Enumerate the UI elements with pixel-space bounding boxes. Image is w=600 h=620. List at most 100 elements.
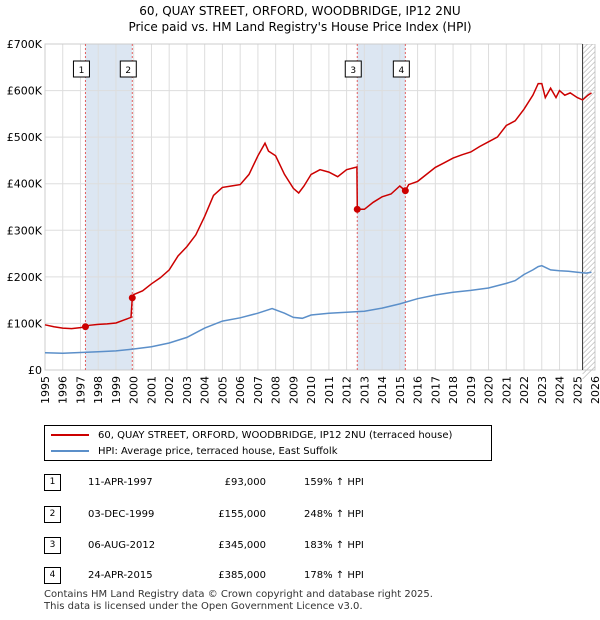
x-tick-label: 2004 bbox=[199, 376, 212, 404]
x-tick-label: 2025 bbox=[571, 376, 584, 404]
y-axis-ticks: £0 £100K £200K £300K £400K £500K £600K £700K bbox=[7, 38, 43, 377]
legend-label-hpi: HPI: Average price, terraced house, East… bbox=[98, 446, 338, 457]
forecast-hatch-line bbox=[582, 191, 596, 205]
sale-marker-box bbox=[72, 60, 90, 78]
x-tick-label: 2013 bbox=[358, 376, 371, 404]
forecast-hatch-line bbox=[582, 341, 596, 355]
x-tick-label: 1999 bbox=[110, 376, 123, 404]
x-tick-label: 2019 bbox=[465, 376, 478, 404]
forecast-hatch-line bbox=[582, 316, 596, 330]
y-tick-label: £200K bbox=[7, 271, 43, 284]
forecast-hatch-line bbox=[582, 306, 596, 320]
x-tick-label: 2012 bbox=[341, 376, 354, 404]
legend-swatch-hpi bbox=[51, 450, 89, 452]
forecast-hatch-line bbox=[582, 211, 596, 225]
x-axis-ticks: 1995 1996 1997 1998 1999 2000 2001 2002 2003 2004… bbox=[39, 376, 600, 404]
forecast-hatch-line bbox=[582, 311, 596, 325]
forecast-hatch-line bbox=[582, 186, 596, 200]
forecast-hatch-line bbox=[582, 256, 596, 270]
x-tick-label: 2021 bbox=[500, 376, 513, 404]
sale-marker-box bbox=[344, 60, 362, 78]
sale-hpi-change: 178% ↑ HPI bbox=[304, 570, 364, 581]
forecast-hatch-line bbox=[582, 76, 596, 90]
sale-row: 1 11-APR-1997 £93,000 159% ↑ HPI bbox=[44, 474, 464, 491]
x-tick-label: 2022 bbox=[518, 376, 531, 404]
x-tick-label: 2018 bbox=[447, 376, 460, 404]
x-tick-label: 2000 bbox=[128, 376, 141, 404]
forecast-hatch-line bbox=[582, 221, 596, 235]
sale-marker-label: 2 bbox=[125, 66, 131, 76]
forecast-hatch-line bbox=[582, 151, 596, 165]
forecast-hatch-line bbox=[582, 61, 596, 75]
forecast-hatch-line bbox=[582, 296, 596, 310]
sale-period-band bbox=[357, 44, 406, 370]
forecast-hatch-line bbox=[582, 166, 596, 180]
legend-swatch-property bbox=[51, 434, 89, 436]
forecast-hatch-line bbox=[582, 181, 596, 195]
forecast-hatch-line bbox=[582, 326, 596, 340]
y-tick-label: £400K bbox=[7, 178, 43, 191]
legend-label-property: 60, QUAY STREET, ORFORD, WOODBRIDGE, IP1… bbox=[98, 430, 453, 441]
forecast-hatch-line bbox=[582, 251, 596, 265]
x-tick-label: 1995 bbox=[39, 376, 52, 404]
forecast-hatch-line bbox=[582, 136, 596, 150]
x-tick-label: 2003 bbox=[181, 376, 194, 404]
x-tick-label: 2001 bbox=[145, 376, 158, 404]
forecast-hatch-line bbox=[582, 51, 596, 65]
forecast-hatch-line bbox=[582, 66, 596, 80]
sale-hpi-change: 159% ↑ HPI bbox=[304, 477, 364, 488]
forecast-hatch-line bbox=[582, 111, 596, 125]
x-tick-label: 2020 bbox=[483, 376, 496, 404]
forecast-hatch-line bbox=[582, 121, 596, 135]
sale-marker-badge: 2 bbox=[44, 506, 61, 523]
forecast-hatch-line bbox=[582, 176, 596, 190]
sale-hpi-change: 248% ↑ HPI bbox=[304, 509, 364, 520]
forecast-hatch-line bbox=[582, 336, 596, 350]
x-tick-label: 2023 bbox=[536, 376, 549, 404]
forecast-hatch-line bbox=[582, 146, 596, 160]
y-tick-label: £700K bbox=[7, 38, 43, 51]
x-tick-label: 2024 bbox=[554, 376, 567, 404]
x-tick-label: 2002 bbox=[163, 376, 176, 404]
sale-price: £93,000 bbox=[224, 477, 266, 488]
sale-marker-label: 4 bbox=[398, 66, 404, 76]
legend: 60, QUAY STREET, ORFORD, WOODBRIDGE, IP1… bbox=[44, 425, 492, 461]
sale-point bbox=[128, 294, 136, 302]
y-tick-label: £100K bbox=[7, 317, 43, 330]
sale-point bbox=[81, 323, 89, 331]
forecast-hatch-line bbox=[582, 86, 596, 100]
forecast-hatch-line bbox=[582, 126, 596, 140]
forecast-hatch-line bbox=[582, 56, 596, 70]
x-tick-label: 2011 bbox=[323, 376, 336, 404]
x-tick-label: 1997 bbox=[74, 376, 87, 404]
x-tick-label: 2014 bbox=[376, 376, 389, 404]
forecast-hatch-line bbox=[582, 321, 596, 335]
forecast-hatch-line bbox=[582, 291, 596, 305]
legend-item-hpi: HPI: Average price, terraced house, East… bbox=[51, 444, 338, 460]
forecast-hatch-line bbox=[582, 366, 596, 380]
sale-point bbox=[353, 205, 361, 213]
sale-highlight-bands bbox=[85, 44, 406, 370]
forecast-hatch-mask bbox=[582, 0, 600, 44]
sale-date: 06-AUG-2012 bbox=[88, 540, 156, 551]
forecast-hatch-line bbox=[582, 331, 596, 345]
chart-title-block: 60, QUAY STREET, ORFORD, WOODBRIDGE, IP1… bbox=[0, 3, 600, 35]
forecast-hatch-line bbox=[582, 216, 596, 230]
forecast-hatch-line bbox=[582, 351, 596, 365]
sale-marker-badge: 4 bbox=[44, 567, 61, 584]
sale-price: £345,000 bbox=[218, 540, 266, 551]
forecast-hatch-line bbox=[582, 46, 596, 60]
x-tick-label: 2026 bbox=[589, 376, 600, 404]
forecast-hatch-line bbox=[582, 101, 596, 115]
sale-row: 4 24-APR-2015 £385,000 178% ↑ HPI bbox=[44, 567, 464, 584]
forecast-hatch-line bbox=[582, 116, 596, 130]
forecast-hatch-line bbox=[582, 201, 596, 215]
sale-row: 2 03-DEC-1999 £155,000 248% ↑ HPI bbox=[44, 506, 464, 523]
forecast-hatch-line bbox=[582, 231, 596, 245]
forecast-hatch bbox=[582, 0, 600, 380]
x-tick-label: 2016 bbox=[412, 376, 425, 404]
x-tick-label: 2007 bbox=[252, 376, 265, 404]
sale-marker-box bbox=[392, 60, 410, 78]
sale-price: £155,000 bbox=[218, 509, 266, 520]
sale-marker-badge: 3 bbox=[44, 537, 61, 554]
